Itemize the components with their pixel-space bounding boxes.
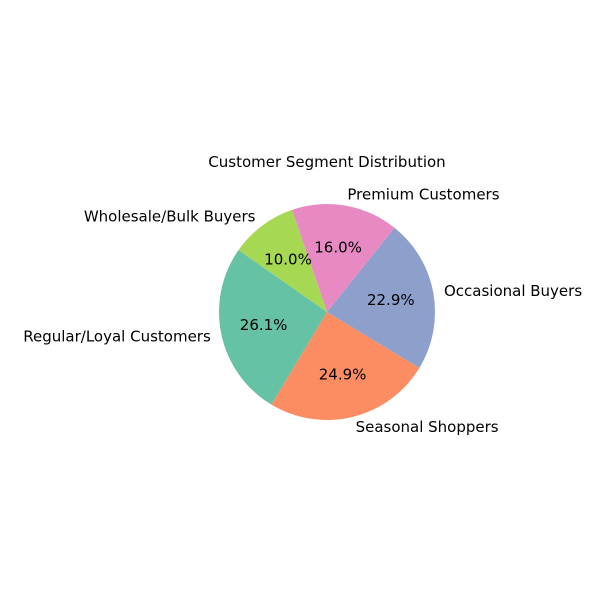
pie-slice-regular-loyal-customers	[218, 250, 327, 405]
slice-label-wholesale-bulk-buyers: Wholesale/Bulk Buyers	[84, 208, 256, 226]
slice-percent-wholesale-bulk-buyers: 10.0%	[264, 251, 312, 269]
pie-labels: Regular/Loyal Customers 26.1% Seasonal Sho…	[23, 185, 582, 435]
pie-slices	[218, 203, 435, 421]
slice-percent-seasonal-shoppers: 24.9%	[319, 365, 367, 383]
slice-percent-premium-customers: 16.0%	[314, 239, 362, 257]
pie-slice-wholesale-bulk-buyers	[238, 209, 327, 312]
pie-slice-premium-customers	[291, 203, 395, 312]
slice-label-premium-customers: Premium Customers	[347, 185, 499, 203]
slice-label-regular-loyal-customers: Regular/Loyal Customers	[23, 327, 211, 345]
slice-percent-regular-loyal-customers: 26.1%	[240, 316, 288, 334]
pie-slice-seasonal-shoppers	[271, 312, 420, 421]
chart-title: Customer Segment Distribution	[208, 153, 445, 171]
slice-label-seasonal-shoppers: Seasonal Shoppers	[356, 418, 499, 436]
slice-percent-occasional-buyers: 22.9%	[367, 291, 415, 309]
slice-label-occasional-buyers: Occasional Buyers	[444, 282, 582, 300]
pie-slice-occasional-buyers	[327, 227, 435, 368]
